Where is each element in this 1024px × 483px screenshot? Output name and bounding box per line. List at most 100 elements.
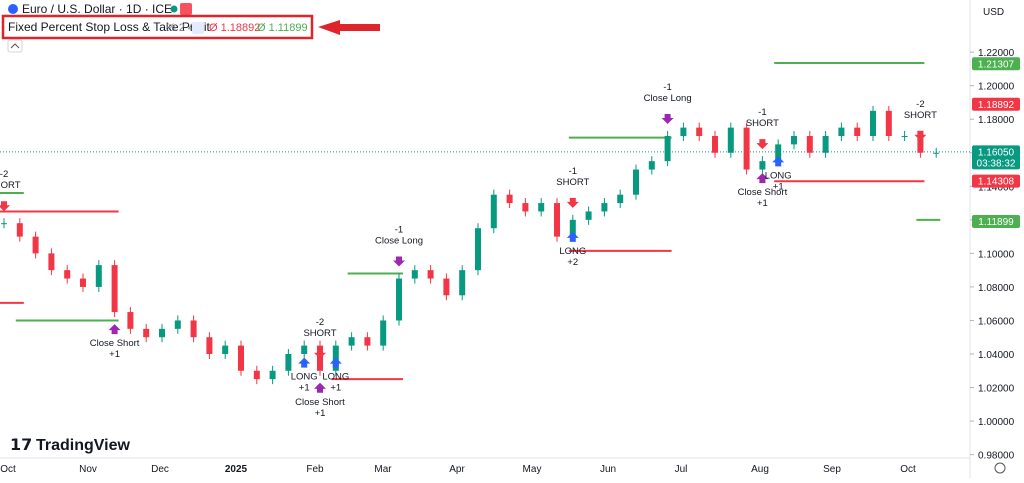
- y-tick-label: 1.10000: [978, 249, 1015, 260]
- candle: [885, 110, 892, 136]
- signal-label: -2: [916, 99, 924, 110]
- candle: [664, 136, 671, 162]
- y-tick-label: 1.04000: [978, 350, 1015, 361]
- signal-arrow: [108, 324, 121, 335]
- price-badge-label: 1.18892: [978, 100, 1015, 111]
- price-badge-label: 1.16050: [978, 147, 1015, 158]
- candle: [633, 169, 639, 195]
- candle: [901, 136, 908, 137]
- price-timer: 03:38:32: [977, 158, 1016, 169]
- indicator-value: Ø 1.11899: [257, 22, 308, 34]
- candle: [569, 219, 576, 237]
- price-badge: [972, 57, 1020, 71]
- candle: [206, 337, 213, 354]
- currency-button[interactable]: [976, 3, 1006, 19]
- candle: [427, 270, 434, 279]
- signal-label: Close Long: [375, 236, 423, 247]
- candle: [601, 203, 608, 212]
- currency[interactable]: USD: [983, 7, 1004, 18]
- y-tick-label: 1.18000: [978, 115, 1015, 126]
- symbol-icon: [8, 4, 18, 14]
- signal-arrow: [393, 256, 405, 267]
- signal-label: +1: [757, 198, 768, 209]
- signal-arrow: [661, 114, 674, 124]
- signal-arrow: [756, 139, 769, 150]
- x-tick-label: Sep: [823, 464, 841, 475]
- settings-gear[interactable]: [994, 462, 1006, 474]
- candle: [222, 345, 229, 354]
- signal-label: SHORT: [0, 180, 21, 191]
- signal-arrow: [314, 348, 326, 359]
- candle: [48, 253, 55, 271]
- collapse-button[interactable]: [7, 39, 23, 53]
- signal-label: -1: [395, 225, 403, 236]
- candle: [806, 136, 813, 153]
- candle: [727, 127, 734, 153]
- x-tick-label: May: [523, 464, 542, 475]
- candle: [870, 110, 876, 136]
- signal-label: LONG: [765, 170, 792, 181]
- candle: [364, 337, 371, 346]
- signal-arrow: [0, 201, 10, 212]
- candle: [712, 136, 718, 153]
- signal-label: LONG: [322, 372, 349, 383]
- signal-arrow: [329, 357, 342, 368]
- candle: [585, 211, 592, 220]
- candle: [680, 127, 687, 136]
- candle: [143, 328, 150, 338]
- brand: TradingView: [36, 437, 131, 454]
- price-badge: [972, 174, 1020, 188]
- signal-arrow: [772, 156, 785, 167]
- status-dot: [170, 5, 178, 13]
- candle: [617, 194, 624, 204]
- candle: [80, 278, 86, 287]
- brand-logo-mark: 𝟭𝟳: [10, 437, 32, 454]
- signal-arrow: [314, 382, 326, 393]
- pointer-arrow: [318, 20, 380, 35]
- indicator-params[interactable]: % 2 4: [166, 22, 194, 34]
- candle: [396, 278, 402, 321]
- candle: [459, 270, 466, 296]
- price-badge: [972, 215, 1020, 229]
- y-tick-label: 1.14000: [978, 182, 1015, 193]
- candle: [174, 320, 181, 329]
- candle: [917, 136, 924, 153]
- candle: [1, 223, 7, 225]
- candle: [127, 312, 134, 329]
- signal-label: +1: [299, 383, 310, 394]
- settings-icon[interactable]: [192, 22, 204, 34]
- signal-label: Close Short: [90, 338, 140, 349]
- x-tick-label: Oct: [0, 464, 16, 475]
- collapse-icon: [10, 43, 20, 49]
- candle: [348, 337, 355, 346]
- y-tick-label: 0.98000: [978, 451, 1015, 462]
- signal-label: +1: [773, 181, 784, 192]
- signal-label: +1: [109, 349, 120, 360]
- y-tick-label: 1.08000: [978, 283, 1015, 294]
- candle: [933, 152, 940, 154]
- candle: [791, 136, 797, 145]
- x-tick-label: Jul: [675, 464, 688, 475]
- price-badge: [972, 97, 1020, 111]
- candle: [775, 144, 782, 162]
- price-badge-label: 1.11899: [978, 217, 1014, 228]
- x-tick-label: Dec: [151, 464, 169, 475]
- signal-label: -1: [663, 82, 671, 93]
- highlight-box: [1, 14, 314, 40]
- x-tick-label: Jun: [600, 464, 616, 475]
- signal-arrow: [914, 130, 927, 141]
- y-tick-label: 1.02000: [978, 384, 1015, 395]
- signal-label: -1: [569, 166, 577, 177]
- candle: [538, 203, 545, 212]
- signal-arrow: [756, 173, 769, 184]
- x-tick-label: Apr: [449, 464, 465, 475]
- signal-label: SHORT: [746, 118, 779, 129]
- x-tick-label: Aug: [751, 464, 769, 475]
- signal-label: -2: [0, 169, 8, 180]
- signal-label: Close Short: [738, 187, 788, 198]
- y-tick-label: 1.00000: [978, 417, 1015, 428]
- candle: [822, 136, 829, 153]
- x-tick-label: 2025: [225, 464, 248, 475]
- signal-label: +1: [330, 383, 341, 394]
- candle: [64, 270, 71, 279]
